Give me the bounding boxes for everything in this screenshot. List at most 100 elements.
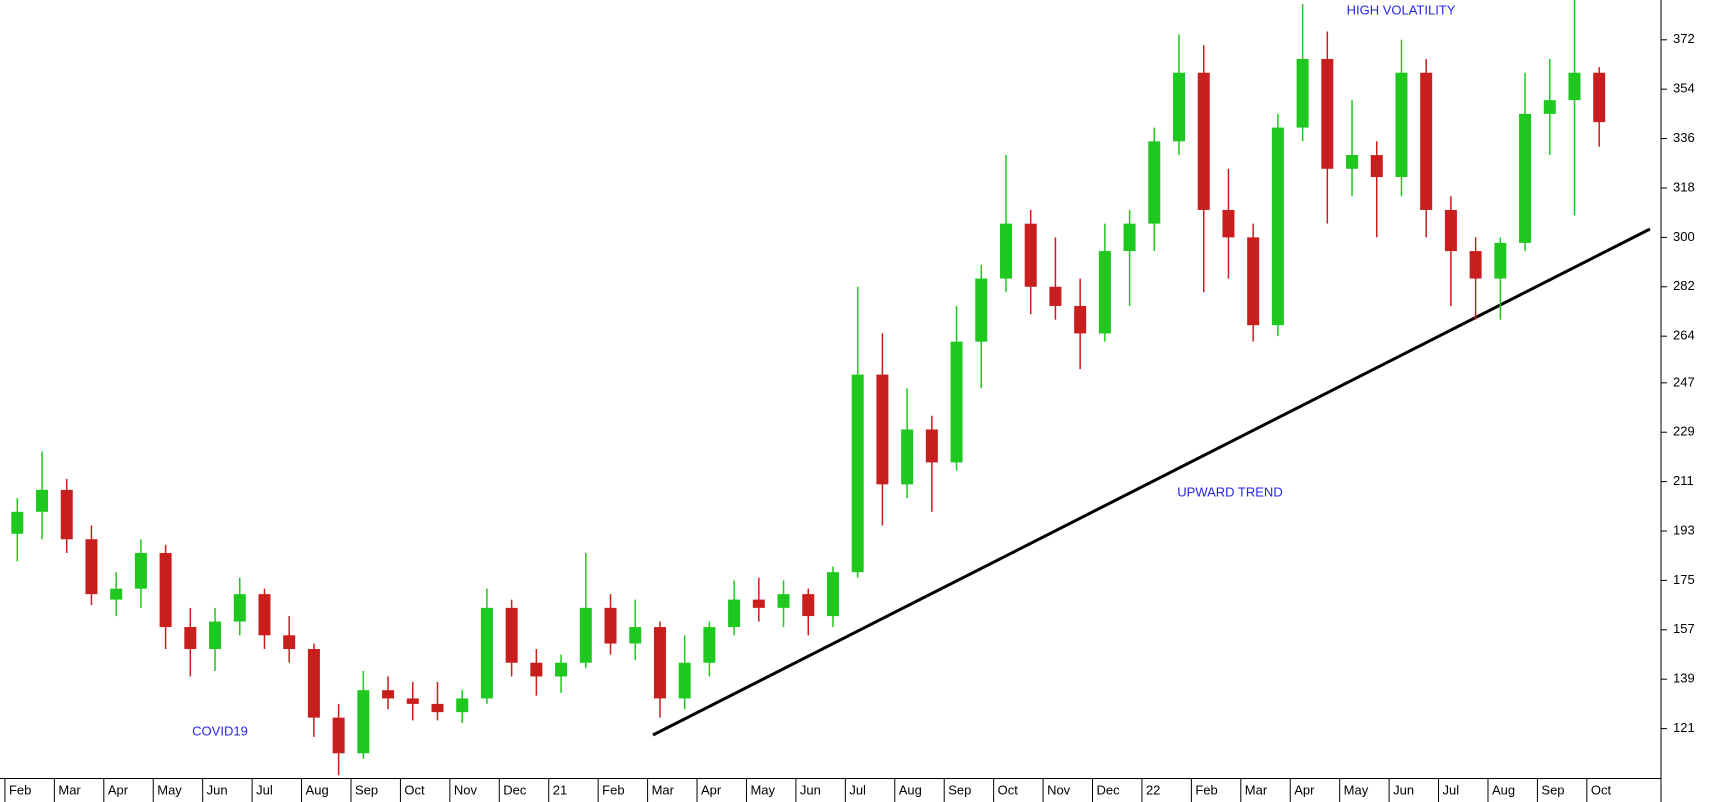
candle-body (530, 662, 543, 677)
x-tick-label: Feb (1195, 782, 1217, 797)
candle-body (1321, 59, 1334, 169)
y-tick-label: 193 (1673, 522, 1695, 537)
x-tick-label: Sep (948, 782, 971, 797)
y-tick-label: 282 (1673, 278, 1695, 293)
candle-body (802, 594, 815, 617)
candle-body (925, 429, 938, 463)
candle-body (579, 607, 592, 663)
y-tick-label: 318 (1673, 179, 1695, 194)
candle-body (950, 341, 963, 463)
x-tick-label: 22 (1146, 782, 1160, 797)
candle-body (1519, 113, 1532, 243)
candle-body (1098, 251, 1111, 334)
candle-body (307, 649, 320, 718)
candle-body (60, 489, 73, 540)
annotation: HIGH VOLATILITY (1347, 2, 1456, 17)
candle-body (752, 599, 765, 608)
candle-body (1049, 286, 1062, 306)
candle-body (357, 690, 370, 754)
y-tick-label: 336 (1673, 130, 1695, 145)
candle-body (1593, 72, 1606, 123)
candle-body (1148, 141, 1161, 224)
x-tick-label: Jul (1443, 782, 1460, 797)
candle-body (85, 539, 98, 595)
x-tick-label: Sep (1541, 782, 1564, 797)
candle-body (1197, 72, 1210, 210)
candle-body (431, 703, 444, 713)
trend-line (652, 227, 1651, 737)
candle-body (382, 690, 395, 699)
x-tick-label: Aug (306, 782, 329, 797)
x-tick-label: May (1344, 782, 1369, 797)
annotation: COVID19 (192, 723, 248, 738)
candle-body (826, 572, 839, 617)
y-tick-label: 157 (1673, 621, 1695, 636)
candle-body (1123, 223, 1136, 252)
candle-body (975, 278, 988, 342)
candle-body (1568, 72, 1581, 101)
candle-body (851, 374, 864, 573)
candle-body (1024, 223, 1037, 287)
y-tick-label: 354 (1673, 81, 1695, 96)
x-tick-label: Mar (58, 782, 81, 797)
candle-body (1469, 251, 1482, 279)
candle-body (777, 594, 790, 608)
candle-body (1247, 237, 1260, 326)
x-tick-label: Oct (998, 782, 1019, 797)
candle-body (110, 588, 123, 600)
candle-body (1370, 155, 1383, 178)
candle-body (1444, 209, 1457, 252)
x-tick-label: Feb (9, 782, 31, 797)
candle-body (703, 627, 716, 663)
candle-body (901, 429, 914, 485)
candle-body (999, 223, 1012, 279)
candle-body (1074, 305, 1087, 334)
candle-body (505, 607, 518, 663)
candle-body (159, 552, 172, 628)
candle-body (629, 627, 642, 644)
candle-body (456, 698, 469, 713)
y-tick-label: 121 (1673, 720, 1695, 735)
annotation: UPWARD TREND (1177, 484, 1282, 499)
x-tick-label: Dec (503, 782, 527, 797)
x-tick-label: Oct (1591, 782, 1612, 797)
x-tick-label: Apr (1294, 782, 1315, 797)
x-tick-label: Jul (849, 782, 866, 797)
candle-body (184, 627, 197, 650)
candle-body (1543, 100, 1556, 114)
candle-body (678, 662, 691, 699)
candle-body (1222, 209, 1235, 238)
candle-body (1296, 59, 1309, 128)
candle-body (1346, 155, 1359, 169)
x-tick-label: May (157, 782, 182, 797)
x-tick-label: Jul (256, 782, 273, 797)
candle-body (480, 607, 493, 699)
candle-body (209, 621, 222, 650)
candle-body (555, 662, 568, 677)
y-tick-label: 264 (1673, 328, 1695, 343)
x-tick-label: Jun (1393, 782, 1414, 797)
x-tick-label: Aug (899, 782, 922, 797)
candle-body (134, 552, 147, 589)
y-tick-label: 139 (1673, 671, 1695, 686)
candle-body (1271, 127, 1284, 326)
candle-body (36, 489, 49, 512)
x-tick-label: Jun (207, 782, 228, 797)
x-tick-label: Jun (800, 782, 821, 797)
x-tick-label: May (750, 782, 775, 797)
candle-body (233, 594, 246, 622)
x-tick-label: Feb (602, 782, 624, 797)
x-tick-label: Dec (1097, 782, 1121, 797)
y-tick-label: 372 (1673, 31, 1695, 46)
candle-body (406, 698, 419, 704)
x-tick-label: Nov (454, 782, 478, 797)
candle-body (1395, 72, 1408, 178)
y-tick-label: 300 (1673, 229, 1695, 244)
candle-body (876, 374, 889, 485)
x-tick-label: Nov (1047, 782, 1071, 797)
x-tick-label: Apr (701, 782, 722, 797)
candle-body (1420, 72, 1433, 210)
x-tick-label: 21 (553, 782, 567, 797)
x-tick-label: Mar (652, 782, 675, 797)
